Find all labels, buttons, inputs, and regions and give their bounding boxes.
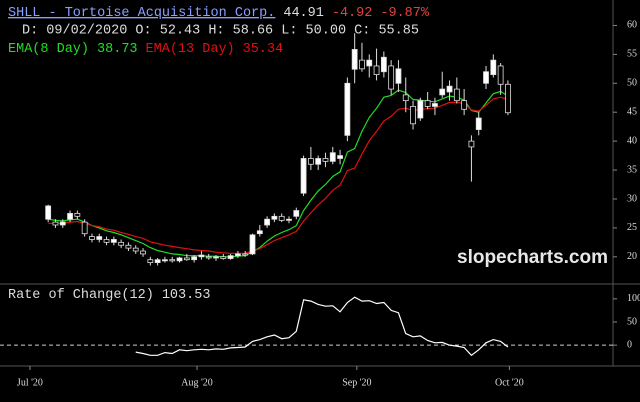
candle-body xyxy=(198,254,205,258)
candle-body xyxy=(59,221,66,226)
candle-body xyxy=(505,83,511,114)
candle-body xyxy=(278,215,285,221)
candle-body xyxy=(497,65,504,85)
candle-body xyxy=(395,68,402,84)
last-price: 44.91 xyxy=(283,6,324,21)
candle-body xyxy=(154,259,161,263)
watermark: slopecharts.com xyxy=(457,247,608,268)
legend-ema8: EMA(8 Day) xyxy=(8,42,89,57)
roc-legend: Rate of Change(12) 103.53 xyxy=(8,288,210,303)
y-tick-label: 20 xyxy=(627,251,637,262)
candle-body xyxy=(468,140,475,148)
candle-body xyxy=(300,158,307,194)
candle-body xyxy=(490,59,497,76)
candle-body xyxy=(315,158,322,165)
candle-body xyxy=(307,158,314,165)
candle-body xyxy=(388,65,395,90)
candle-body xyxy=(249,234,256,255)
candle-body xyxy=(67,213,73,220)
candle-body xyxy=(286,218,292,221)
candle-body xyxy=(351,49,358,70)
candle-body xyxy=(359,59,365,70)
candle-body xyxy=(380,56,387,73)
series-line xyxy=(48,96,509,254)
candle-body xyxy=(162,259,168,262)
y-tick-label: 50 xyxy=(627,78,637,89)
x-tick-label: Sep '20 xyxy=(342,377,371,388)
candle-body xyxy=(373,65,380,76)
candle-body xyxy=(264,218,270,226)
candle-body xyxy=(191,256,198,261)
candle-body xyxy=(446,85,453,93)
legend-ema13: EMA(13 Day) xyxy=(146,42,235,57)
candle-body xyxy=(322,158,329,162)
candle-body xyxy=(417,100,424,119)
candle-body xyxy=(169,259,176,262)
candle-body xyxy=(205,256,212,259)
symbol-link[interactable]: SHLL - Tortoise Acquisition Corp. xyxy=(8,6,275,21)
candle-body xyxy=(271,215,278,220)
candle-body xyxy=(103,239,110,243)
candle-body xyxy=(74,213,81,217)
y-tick-label: 25 xyxy=(627,222,637,233)
candle-body xyxy=(147,259,154,263)
candle-body xyxy=(96,236,103,240)
candle-body xyxy=(89,236,95,240)
candle-body xyxy=(125,244,132,249)
price-change-pct: -9.87% xyxy=(380,6,430,21)
candle-body xyxy=(344,82,351,136)
y-tick-label: 35 xyxy=(627,164,637,175)
candle-body xyxy=(213,256,219,259)
roc-name: Rate of Change(12) xyxy=(8,288,154,303)
candle-body xyxy=(366,59,373,67)
candle-body xyxy=(45,205,52,220)
series-line xyxy=(135,296,509,357)
x-tick-label: Oct '20 xyxy=(495,377,524,388)
candle-body xyxy=(220,256,227,259)
candle-body xyxy=(453,88,460,102)
candle-body xyxy=(140,250,146,255)
x-tick-label: Aug '20 xyxy=(181,377,213,388)
candle-body xyxy=(410,106,416,125)
candle-body xyxy=(81,221,88,235)
ohlc-line: D: 09/02/2020 O: 52.43 H: 58.66 L: 50.00… xyxy=(22,24,419,39)
y-tick-label: 45 xyxy=(627,107,637,118)
candle-body xyxy=(227,255,234,259)
x-tick-label: Jul '20 xyxy=(17,377,43,388)
candle-body xyxy=(183,257,190,261)
y-tick-label: 40 xyxy=(627,135,637,146)
candle-body xyxy=(132,247,139,252)
legend-ema13-value: 35.34 xyxy=(243,42,284,57)
candle-body xyxy=(439,88,446,96)
candle-body xyxy=(256,230,263,235)
y-tick-label: 60 xyxy=(627,20,637,31)
candle-body xyxy=(329,152,336,162)
ema-legend: EMA(8 Day) 38.73 EMA(13 Day) 35.34 xyxy=(8,42,283,57)
candle-body xyxy=(242,253,249,256)
roc-value: 103.53 xyxy=(162,288,211,303)
candle-body xyxy=(118,241,125,246)
y-tick-label: 55 xyxy=(627,49,637,60)
candle-body xyxy=(424,100,431,107)
y-tick-label: 100 xyxy=(627,293,640,304)
candle-body xyxy=(235,253,241,257)
candle-body xyxy=(402,94,409,102)
series-line xyxy=(48,89,509,258)
candle-body xyxy=(483,71,489,84)
header-line: SHLL - Tortoise Acquisition Corp. 44.91 -4… xyxy=(8,6,430,21)
y-tick-label: 0 xyxy=(627,339,632,350)
candle-body xyxy=(110,239,117,243)
y-tick-label: 50 xyxy=(627,316,637,327)
candle-body xyxy=(293,210,300,217)
legend-ema8-value: 38.73 xyxy=(97,42,138,57)
candle-body xyxy=(52,221,59,226)
price-change: -4.92 xyxy=(332,6,373,21)
candle-body xyxy=(337,155,343,159)
y-tick-label: 30 xyxy=(627,193,637,204)
candle-body xyxy=(176,257,183,262)
candle-body xyxy=(461,100,468,110)
candle-body xyxy=(432,103,438,107)
candle-body xyxy=(475,117,482,130)
